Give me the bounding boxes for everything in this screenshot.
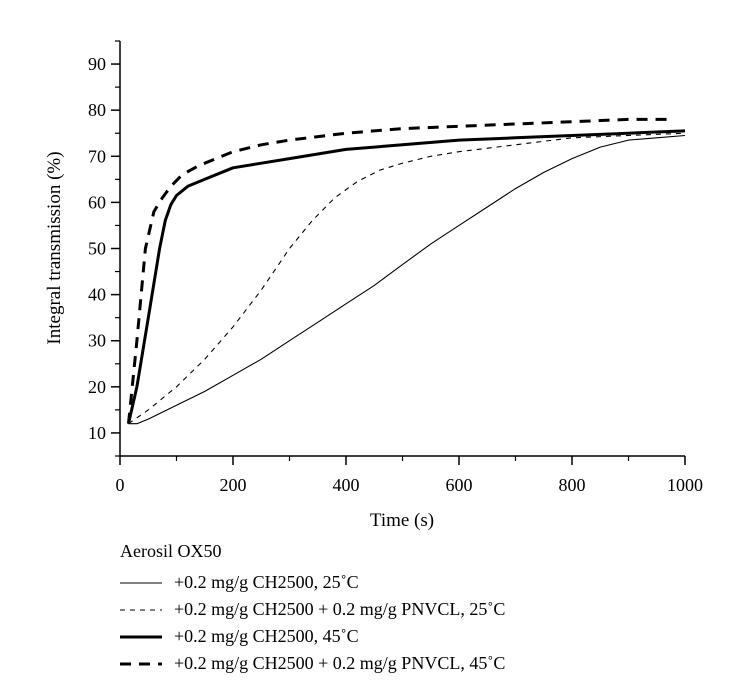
x-tick-label: 1000 xyxy=(667,475,703,495)
legend-item: +0.2 mg/g CH2500 + 0.2 mg/g PNVCL, 45˚C xyxy=(120,650,505,677)
x-axis-label: Time (s) xyxy=(370,510,434,531)
legend-item: +0.2 mg/g CH2500, 25˚C xyxy=(120,569,505,596)
y-tick-label: 90 xyxy=(88,54,106,74)
legend-title: Aerosil OX50 xyxy=(120,541,222,561)
y-tick-label: 10 xyxy=(88,423,106,443)
y-tick-label: 60 xyxy=(88,192,106,212)
legend-swatch xyxy=(120,581,162,584)
legend-label: +0.2 mg/g CH2500 + 0.2 mg/g PNVCL, 45˚C xyxy=(174,653,506,673)
ticks: 0 200 400 600 800 1000 10 20 30 40 50 60 70 80 90 xyxy=(88,40,703,495)
x-tick-label: 0 xyxy=(116,475,125,495)
y-tick-label: 20 xyxy=(88,377,106,397)
legend-rows: +0.2 mg/g CH2500, 25˚C +0.2 mg/g CH2500 +… xyxy=(120,569,505,677)
axes xyxy=(119,41,685,457)
legend-swatch xyxy=(120,662,162,665)
y-tick-label: 30 xyxy=(88,331,106,351)
x-tick-label: 400 xyxy=(333,475,360,495)
series-line-3 xyxy=(127,129,686,425)
chart: 0 200 400 600 800 1000 10 20 30 40 50 60 70 80 90 Time… xyxy=(44,40,703,531)
x-tick-label: 600 xyxy=(446,475,473,495)
legend-label: +0.2 mg/g CH2500 + 0.2 mg/g PNVCL, 25˚C xyxy=(174,599,506,619)
legend-item: +0.2 mg/g CH2500, 45˚C xyxy=(120,623,505,650)
legend-label: +0.2 mg/g CH2500, 45˚C xyxy=(174,626,359,646)
legend: Aerosil OX50 +0.2 mg/g CH2500, 25˚C +0.2 … xyxy=(120,538,505,677)
legend-item: +0.2 mg/g CH2500 + 0.2 mg/g PNVCL, 25˚C xyxy=(120,596,505,623)
x-tick-label: 800 xyxy=(559,475,586,495)
y-tick-label: 80 xyxy=(88,100,106,120)
series-line-2 xyxy=(128,132,686,425)
series-group xyxy=(127,117,686,425)
y-tick-label: 40 xyxy=(88,285,106,305)
series-line-4 xyxy=(127,117,668,424)
y-tick-label: 50 xyxy=(88,239,106,259)
y-axis-label: Integral transmission (%) xyxy=(44,151,65,344)
legend-swatch xyxy=(120,608,162,611)
x-tick-label: 200 xyxy=(220,475,247,495)
legend-swatch xyxy=(120,635,162,638)
series-line-1 xyxy=(128,134,686,425)
y-tick-label: 70 xyxy=(88,146,106,166)
legend-label: +0.2 mg/g CH2500, 25˚C xyxy=(174,572,359,592)
